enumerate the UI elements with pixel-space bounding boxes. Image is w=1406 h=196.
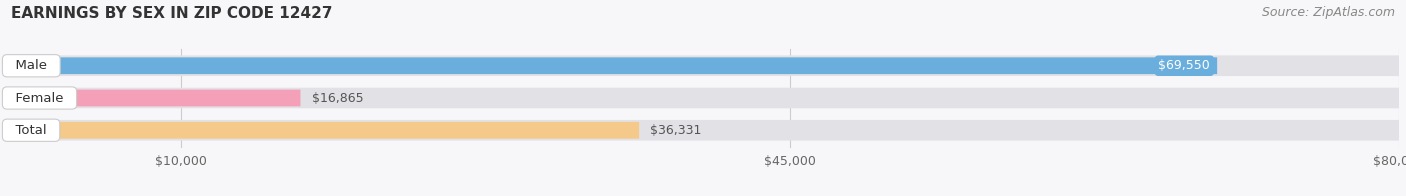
FancyBboxPatch shape bbox=[7, 122, 640, 139]
Text: $36,331: $36,331 bbox=[651, 124, 702, 137]
FancyBboxPatch shape bbox=[7, 57, 1218, 74]
Text: $69,550: $69,550 bbox=[1159, 59, 1211, 72]
Text: $16,865: $16,865 bbox=[312, 92, 363, 104]
FancyBboxPatch shape bbox=[7, 120, 1399, 141]
FancyBboxPatch shape bbox=[7, 90, 301, 106]
FancyBboxPatch shape bbox=[7, 88, 1399, 108]
Text: Female: Female bbox=[7, 92, 72, 104]
Text: Source: ZipAtlas.com: Source: ZipAtlas.com bbox=[1261, 6, 1395, 19]
Text: EARNINGS BY SEX IN ZIP CODE 12427: EARNINGS BY SEX IN ZIP CODE 12427 bbox=[11, 6, 333, 21]
Text: Male: Male bbox=[7, 59, 55, 72]
Text: Total: Total bbox=[7, 124, 55, 137]
FancyBboxPatch shape bbox=[7, 55, 1399, 76]
